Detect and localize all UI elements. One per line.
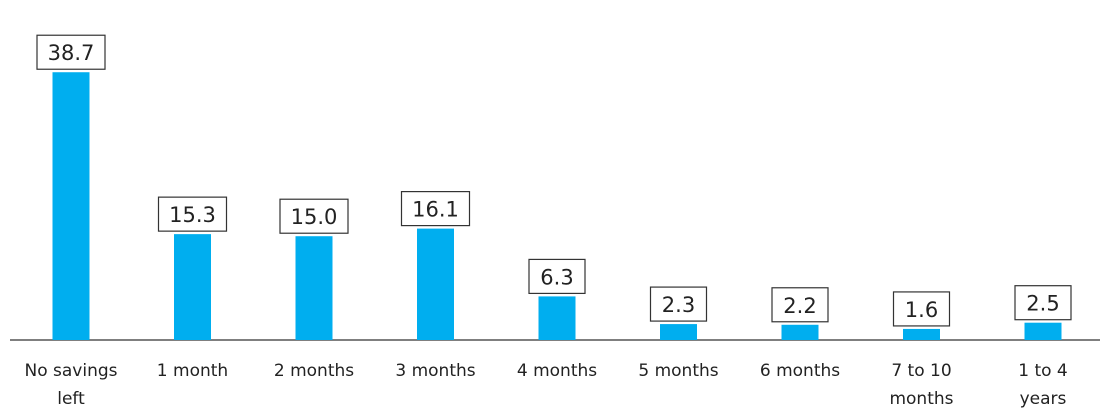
category-label-line: 3 months bbox=[395, 361, 475, 381]
category-label: 3 months bbox=[395, 361, 475, 381]
data-label: 38.7 bbox=[48, 41, 95, 65]
bar bbox=[903, 328, 940, 340]
data-label-box bbox=[649, 286, 708, 322]
bar bbox=[1024, 322, 1062, 340]
category-label-line: 4 months bbox=[517, 361, 597, 381]
data-label: 15.0 bbox=[291, 205, 338, 229]
bar bbox=[781, 324, 819, 340]
bar bbox=[174, 234, 211, 340]
bar bbox=[52, 72, 90, 341]
category-label: 6 months bbox=[760, 361, 840, 381]
category-label-line: 2 months bbox=[274, 361, 354, 381]
category-label-line: left bbox=[57, 389, 85, 409]
category-label-line: 5 months bbox=[638, 361, 718, 381]
category-label: 4 months bbox=[517, 361, 597, 381]
category-label-line: No savings bbox=[24, 361, 117, 381]
data-label: 1.6 bbox=[905, 298, 938, 322]
data-label-box bbox=[400, 191, 471, 227]
bar bbox=[417, 228, 454, 340]
data-label-box bbox=[36, 34, 106, 70]
data-label-box bbox=[279, 198, 349, 234]
data-label: 15.3 bbox=[169, 203, 216, 227]
data-label-box bbox=[528, 258, 586, 295]
category-label-line: 6 months bbox=[760, 361, 840, 381]
category-label-line: 1 to 4 bbox=[1018, 361, 1068, 381]
category-label-line: years bbox=[1020, 389, 1067, 409]
bar bbox=[538, 296, 576, 340]
category-label-line: months bbox=[889, 389, 953, 409]
data-label: 2.2 bbox=[783, 294, 816, 318]
category-label-line: 1 month bbox=[157, 361, 228, 381]
category-label-line: 7 to 10 bbox=[891, 361, 951, 381]
category-label: 2 months bbox=[274, 361, 354, 381]
bar bbox=[660, 324, 697, 340]
data-label: 6.3 bbox=[540, 265, 573, 289]
bar bbox=[295, 236, 333, 340]
category-label: 7 to 10 months bbox=[889, 361, 953, 409]
category-label: No savings left bbox=[24, 361, 117, 409]
data-label: 2.3 bbox=[662, 293, 695, 317]
data-label-box bbox=[1014, 285, 1072, 321]
data-label-box bbox=[771, 287, 829, 323]
data-label: 2.5 bbox=[1026, 292, 1059, 316]
data-label-box bbox=[892, 291, 951, 327]
data-label: 16.1 bbox=[412, 198, 459, 222]
category-label: 5 months bbox=[638, 361, 718, 381]
category-label: 1 to 4 years bbox=[1018, 361, 1068, 409]
data-label-box bbox=[157, 196, 228, 232]
category-label: 1 month bbox=[157, 361, 228, 381]
